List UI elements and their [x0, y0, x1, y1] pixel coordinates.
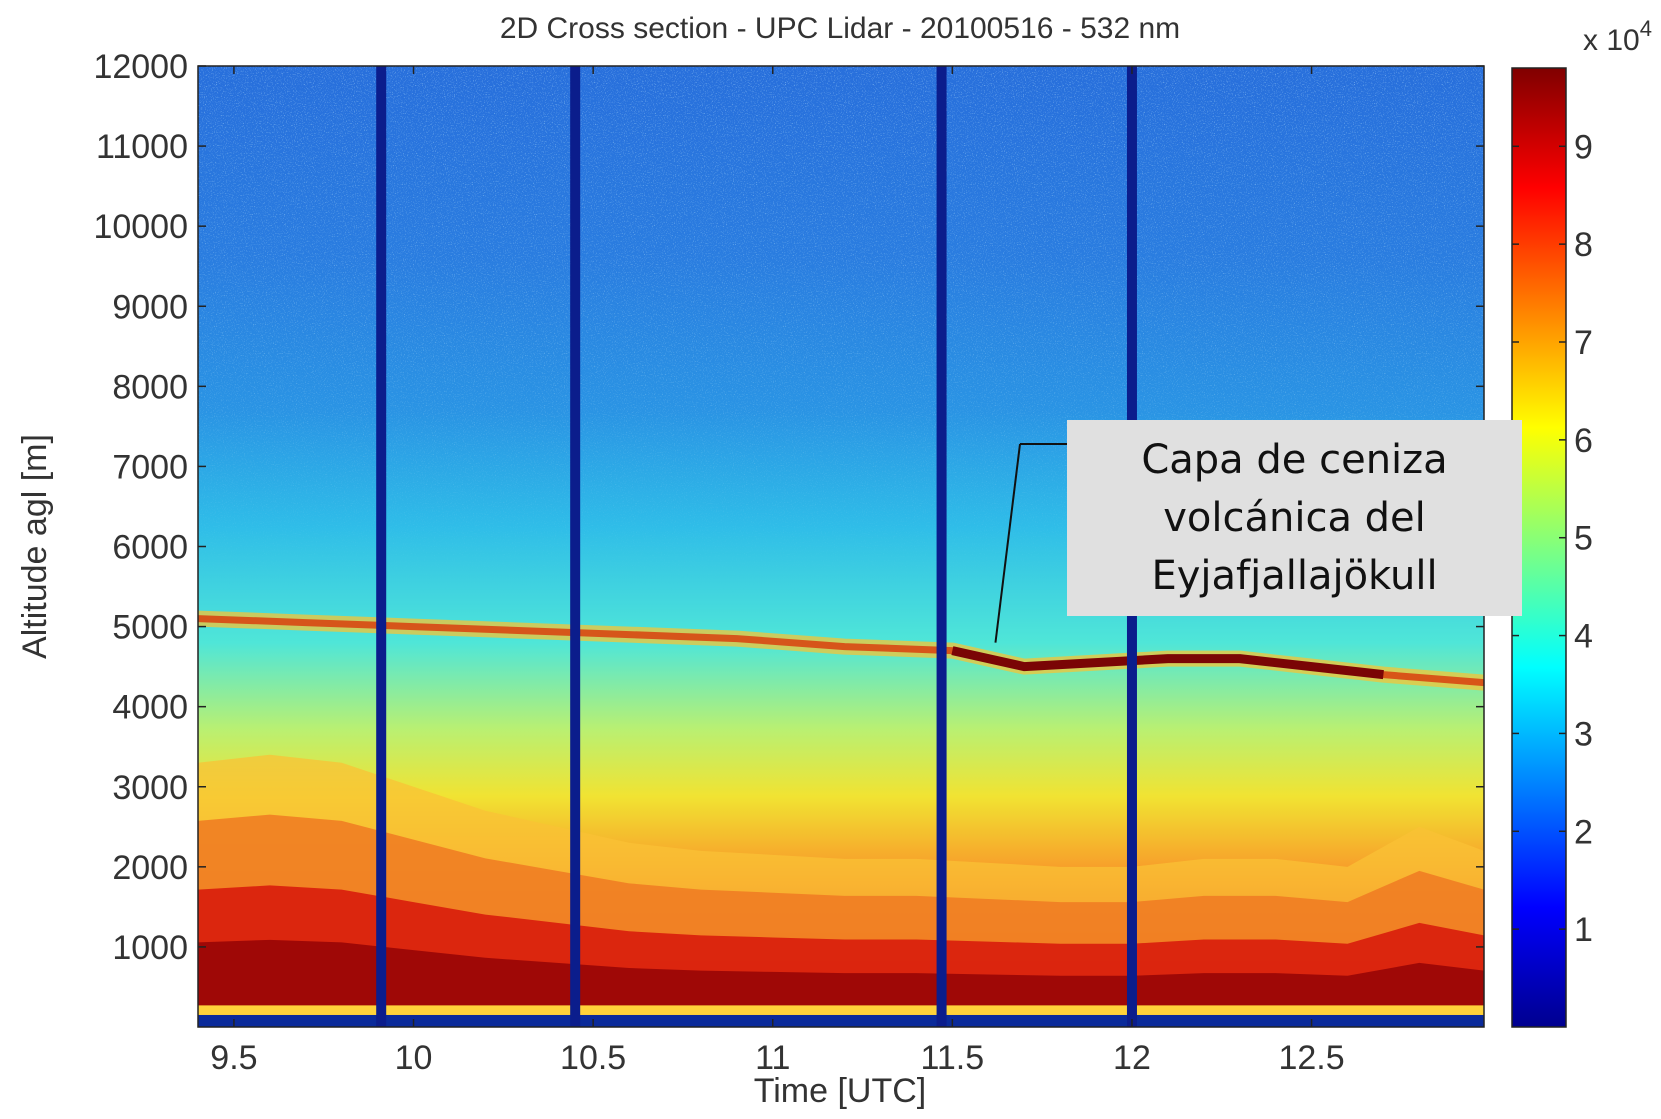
annotation-callout: Capa de ceniza volcánica del Eyjafjallaj…: [1067, 420, 1522, 616]
colorbar-tick-label: 9: [1574, 128, 1593, 166]
y-tick-label: 4000: [112, 689, 188, 727]
ash-layer: [198, 610, 1484, 691]
y-tick-label: 3000: [112, 769, 188, 807]
chart-title: 2D Cross section - UPC Lidar - 20100516 …: [500, 12, 1180, 45]
data-gap: [936, 66, 947, 1027]
y-tick-label: 2000: [112, 849, 188, 887]
colorbar-ticks: 1 2 3 4 5 6 7 8 9: [1512, 128, 1593, 949]
ash-layer-dense: [951, 646, 1384, 680]
x-tick-label: 9.5: [210, 1039, 257, 1077]
y-tick-label: 1000: [112, 929, 188, 967]
colorbar-multiplier-prefix: x 10: [1583, 24, 1640, 57]
y-tick-label: 7000: [112, 448, 188, 486]
x-tick-label: 12: [1113, 1039, 1151, 1077]
y-tick-label: 6000: [112, 529, 188, 567]
x-tick-label: 11: [755, 1039, 790, 1077]
colorbar-tick-label: 4: [1574, 618, 1593, 656]
colorbar-multiplier-exponent: 4: [1640, 16, 1652, 41]
data-gap: [376, 66, 387, 1027]
y-tick-label: 12000: [93, 48, 188, 86]
y-axis: 1000 2000 3000 4000 5000 6000 7000 8000 9000 1000…: [93, 48, 1484, 967]
y-tick-label: 9000: [112, 288, 188, 326]
y-tick-label: 8000: [112, 368, 188, 406]
colorbar-tick-label: 2: [1574, 813, 1593, 851]
y-tick-label: 11000: [96, 128, 188, 166]
annotation-line-2: volcánica del: [1163, 495, 1426, 541]
x-axis: 9.5 10 10.5 11 11.5 12 12.5: [210, 66, 1345, 1077]
annotation-pointer: [994, 443, 1021, 643]
colorbar-tick-label: 8: [1574, 226, 1593, 264]
x-tick-label: 10.5: [560, 1039, 626, 1077]
colorbar-tick-label: 6: [1574, 422, 1593, 460]
annotation-line-3: Eyjafjallajökull: [1151, 553, 1438, 599]
colorbar-multiplier: x 104: [1583, 16, 1652, 57]
y-tick-label: 5000: [112, 609, 188, 647]
x-tick-label: 12.5: [1278, 1039, 1344, 1077]
colorbar-tick-label: 5: [1574, 520, 1593, 558]
colorbar-tick-label: 1: [1574, 911, 1593, 949]
colorbar-tick-label: 7: [1574, 324, 1593, 362]
x-tick-label: 11.5: [921, 1039, 985, 1077]
x-axis-label: Time [UTC]: [754, 1072, 927, 1110]
x-tick-label: 10: [395, 1039, 433, 1077]
annotation-line-1: Capa de ceniza: [1141, 437, 1448, 483]
y-tick-label: 10000: [93, 208, 188, 246]
data-gap: [570, 66, 581, 1027]
colorbar-tick-label: 3: [1574, 715, 1593, 753]
y-axis-label: Altitude agl [m]: [16, 434, 54, 659]
